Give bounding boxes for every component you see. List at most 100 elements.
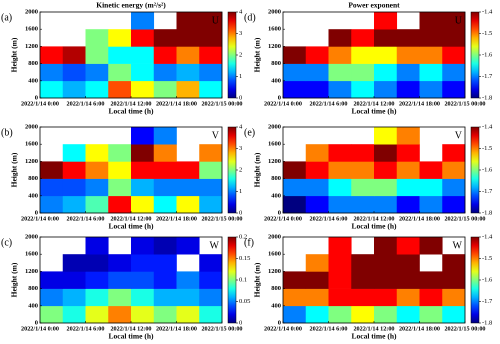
heatmap-cell [374,195,398,214]
colorbar-tick-label: 3 [239,30,242,37]
colorbar [470,11,480,99]
colorbar-tick-label: 4 [239,123,243,130]
heatmap-cell [176,161,200,179]
heatmap-cell [131,237,155,255]
heatmap-cell [153,237,177,255]
heatmap-cell [62,144,86,162]
heatmap-cell [419,288,443,307]
heatmap-cell [153,46,177,64]
heatmap-cell [108,80,132,99]
heatmap-cell [199,161,223,179]
colorbar-tick-label: 0.15 [239,255,250,262]
y-tick-label: 2000 [25,8,38,15]
heatmap-cell [131,12,155,30]
x-tick-label: 2022/1/14 18:00 [156,215,197,222]
colorbar-tick-label: -1.4 [482,8,493,15]
colorbar-tick-label: -1.4 [482,233,493,240]
x-tick-label: 2022/1/15 00:00 [201,100,242,107]
heatmap-cell [442,12,466,30]
colorbar-tick-label: 1 [239,188,242,195]
colorbar [227,11,237,99]
heatmap-cell [153,80,177,99]
y-axis-label: Height (m) [10,152,19,187]
heatmap-cell [419,161,443,179]
heatmap-cell [442,254,466,272]
colorbar [227,126,237,214]
heatmap-cell [153,63,177,82]
x-tick-label: 2022/1/14 6:00 [67,325,105,332]
heatmap-cell [419,305,443,324]
heatmap-cell [85,305,109,324]
heatmap-cell [419,46,443,64]
y-tick-label: 1200 [268,43,281,50]
heatmap-cell [419,178,443,197]
heatmap-cell [131,288,155,307]
y-tick-label: 1600 [268,26,281,33]
colorbar-tick-label: 0 [239,209,242,216]
heatmap-cell [374,144,398,162]
heatmap-cell [131,305,155,324]
colorbar-tick-label: 2 [239,51,242,58]
heatmap-cell [40,178,64,197]
y-tick-label: 400 [28,302,38,309]
heatmap-cell [283,46,307,64]
colorbar-tick-label: 1 [239,73,242,80]
panel-label: (e) [244,127,255,138]
heatmap-cell [153,271,177,289]
heatmap-cell [85,46,109,64]
y-tick-label: 1200 [268,158,281,165]
heatmap-cell [85,237,109,255]
heatmap-cell [442,46,466,64]
colorbar-tick-label: -1.6 [482,51,493,58]
heatmap-cell [131,29,155,47]
heatmap-cell [108,46,132,64]
heatmap-cell [351,271,375,289]
heatmap-cell [305,254,329,272]
heatmap-cell [108,161,132,179]
y-tick-label: 2000 [268,8,281,15]
panel-title: Kinetic energy (m²/s²) [96,1,166,10]
heatmap-cell [108,63,132,82]
heatmap-cell [351,80,375,99]
heatmap-cell [131,161,155,179]
y-axis-label: Height (m) [253,262,262,297]
x-tick-label: 2022/1/14 6:00 [67,215,105,222]
heatmap-cell [419,29,443,47]
heatmap-cell [328,63,352,82]
colorbar-tick-label: 2 [239,166,242,173]
colorbar [470,236,480,324]
x-axis-label: Local time (h) [109,332,154,341]
component-label: W [210,240,220,251]
heatmap-cell [305,288,329,307]
y-tick-label: 0 [278,209,281,216]
heatmap-cell [40,46,64,64]
heatmap-cell [283,161,307,179]
x-tick-label: 2022/1/14 12:00 [110,100,151,107]
y-tick-label: 0 [35,319,38,326]
heatmap-cell [153,161,177,179]
heatmap-cell [199,271,223,289]
x-tick-label: 2022/1/14 18:00 [156,100,197,107]
heatmap-cell [328,161,352,179]
heatmap-cell [374,12,398,30]
panel-label: (c) [1,237,12,248]
heatmap-cell [374,305,398,324]
y-tick-label: 1600 [25,26,38,33]
x-tick-label: 2022/1/15 00:00 [444,215,485,222]
y-tick-label: 400 [271,192,281,199]
heatmap-cell [131,63,155,82]
heatmap-cell [442,195,466,214]
x-tick-label: 2022/1/14 0:00 [21,325,59,332]
heatmap-cell [283,271,307,289]
heatmap-cell [374,127,398,145]
heatmap-cell [305,46,329,64]
y-tick-label: 800 [271,60,281,67]
heatmap-cell [305,178,329,197]
heatmap-cell [305,161,329,179]
heatmap-cell [40,161,64,179]
heatmap-cell [108,178,132,197]
y-axis-label: Height (m) [253,152,262,187]
heatmap-cell [442,144,466,162]
heatmap-cell [328,305,352,324]
